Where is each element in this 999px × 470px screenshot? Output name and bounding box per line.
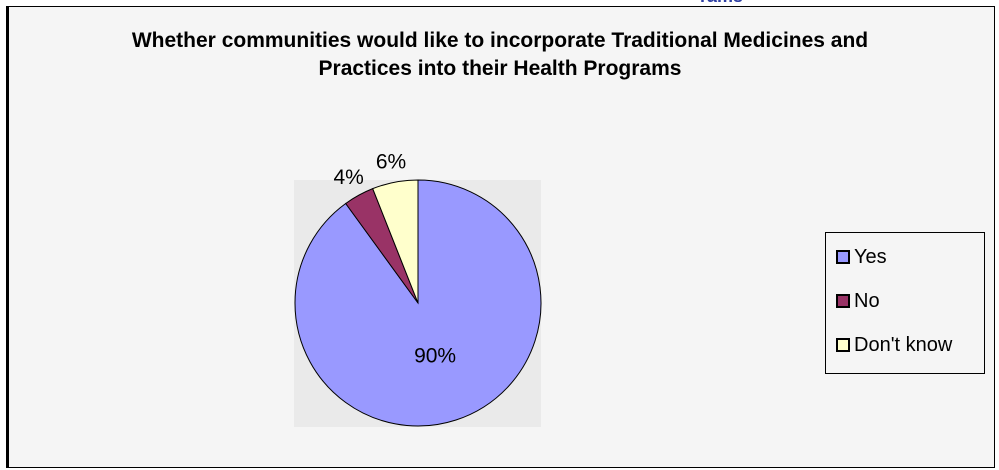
legend-label-dont-know: Don't know — [854, 333, 953, 356]
chart-title: Whether communities would like to incorp… — [131, 29, 869, 80]
legend-swatch-dont-know — [836, 338, 850, 352]
legend-swatch-yes — [836, 250, 850, 264]
legend-item-dont-know: Don't know — [836, 333, 952, 357]
legend-label-no: No — [854, 289, 880, 312]
pie-slice-don-t-know — [372, 179, 419, 304]
data-label-yes: 90% — [414, 345, 456, 368]
clipped-page-heading: rams — [700, 0, 999, 6]
legend-label-yes: Yes — [854, 245, 887, 268]
legend: Yes No Don't know — [825, 232, 985, 374]
data-label-don-t-know: 6% — [376, 151, 406, 174]
legend-item-yes: Yes — [836, 245, 887, 269]
legend-swatch-no — [836, 294, 850, 308]
data-label-no: 4% — [333, 166, 363, 189]
legend-item-no: No — [836, 289, 880, 313]
